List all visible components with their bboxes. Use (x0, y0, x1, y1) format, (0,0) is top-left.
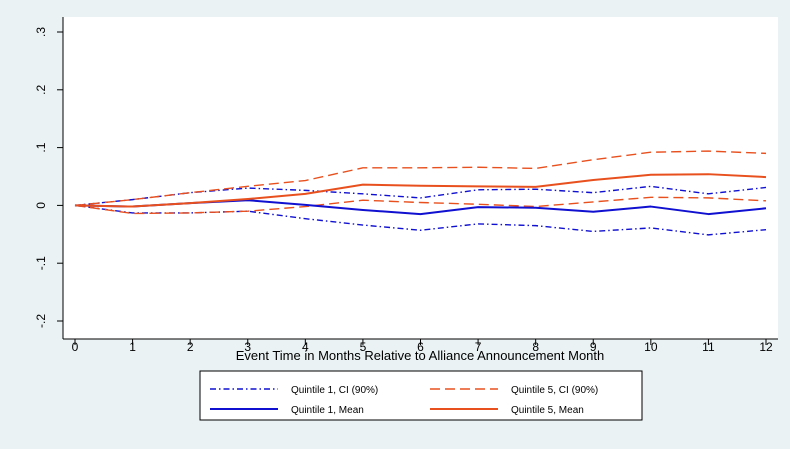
x-tick-label: 1 (129, 340, 136, 354)
x-tick-label: 6 (417, 340, 424, 354)
y-tick-label: 0 (34, 202, 48, 209)
y-tick-label: -.2 (34, 314, 48, 328)
x-tick-label: 3 (244, 340, 251, 354)
legend-items: Quintile 1, CI (90%) Quintile 5, CI (90%)… (210, 385, 598, 416)
x-axis-label: Event Time in Months Relative to Allianc… (236, 348, 605, 363)
y-tick-label: .2 (34, 84, 48, 94)
x-tick-label: 2 (187, 340, 194, 354)
series-quintile-5-ci-90-lower-line (74, 196, 767, 215)
x-tick-label: 7 (475, 340, 482, 354)
x-tick-label: 11 (702, 340, 715, 354)
series-quintile-1-ci-90-upper-line (74, 185, 767, 207)
series-layer (74, 150, 767, 236)
legend-label: Quintile 1, CI (90%) (291, 385, 378, 396)
legend-box (199, 370, 643, 421)
plot-area (63, 17, 778, 339)
series-quintile-1-ci-90-lower-line (74, 204, 767, 236)
series-quintile-5-ci-90-upper-line (74, 150, 767, 207)
y-tick-label: -.1 (34, 256, 48, 270)
legend: Quintile 1, CI (90%) Quintile 5, CI (90%)… (199, 370, 643, 421)
x-tick-label: 10 (644, 340, 658, 354)
y-tick-label: .3 (34, 27, 48, 37)
legend-label: Quintile 1, Mean (291, 405, 364, 416)
x-tick-label: 0 (72, 340, 79, 354)
x-tick-label: 9 (590, 340, 597, 354)
x-axis-ticks: 0 1 2 3 4 5 6 7 8 9 10 11 12 (72, 339, 773, 354)
x-tick-label: 4 (302, 340, 309, 354)
legend-label: Quintile 5, CI (90%) (511, 385, 598, 396)
series-quintile-5-mean-line (74, 173, 767, 208)
legend-label: Quintile 5, Mean (511, 405, 584, 416)
y-tick-label: .1 (34, 142, 48, 152)
x-tick-label: 8 (532, 340, 539, 354)
x-tick-label: 12 (759, 340, 773, 354)
x-tick-label: 5 (360, 340, 367, 354)
y-axis-ticks: -.2 -.1 0 .1 .2 .3 (34, 27, 63, 328)
